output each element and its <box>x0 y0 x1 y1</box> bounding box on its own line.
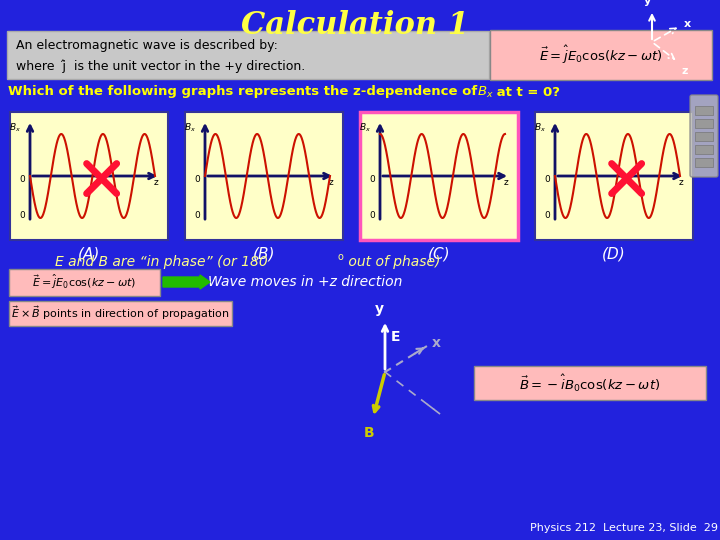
Text: 0: 0 <box>19 211 25 220</box>
Text: o: o <box>337 252 343 262</box>
Text: Which of the following graphs represents the z-dependence of: Which of the following graphs represents… <box>8 85 482 98</box>
Text: 0: 0 <box>369 211 375 220</box>
Bar <box>695 106 713 115</box>
Text: (C): (C) <box>428 246 450 261</box>
Text: $B_x$: $B_x$ <box>534 122 546 134</box>
Text: An electromagnetic wave is described by:: An electromagnetic wave is described by: <box>16 38 278 51</box>
Bar <box>185 112 343 240</box>
Text: 0: 0 <box>194 175 200 184</box>
Bar <box>695 158 713 167</box>
Bar <box>535 112 693 240</box>
Bar <box>695 145 713 154</box>
Text: B: B <box>364 426 374 440</box>
Bar <box>695 119 713 128</box>
FancyArrow shape <box>163 275 210 289</box>
Text: z: z <box>679 178 683 187</box>
Text: x: x <box>684 19 691 29</box>
Text: $B_x$: $B_x$ <box>184 122 196 134</box>
Text: y: y <box>374 302 384 316</box>
Text: z: z <box>682 66 688 76</box>
Text: z: z <box>153 178 158 187</box>
FancyBboxPatch shape <box>490 30 712 80</box>
Text: 0: 0 <box>19 175 25 184</box>
Text: 0: 0 <box>369 175 375 184</box>
Text: z: z <box>328 178 333 187</box>
Text: x: x <box>432 336 441 350</box>
Text: out of phase): out of phase) <box>344 255 441 269</box>
Text: $B_x$: $B_x$ <box>359 122 371 134</box>
Text: E: E <box>391 330 400 344</box>
FancyBboxPatch shape <box>9 268 160 295</box>
FancyBboxPatch shape <box>474 366 706 400</box>
Text: Wave moves in +z direction: Wave moves in +z direction <box>208 275 402 289</box>
Text: 0: 0 <box>544 211 550 220</box>
Text: (B): (B) <box>253 246 275 261</box>
Text: (A): (A) <box>78 246 100 261</box>
Text: $\vec{E}\times\vec{B}$ points in direction of propagation: $\vec{E}\times\vec{B}$ points in directi… <box>11 304 229 322</box>
Text: Physics 212  Lecture 23, Slide  29: Physics 212 Lecture 23, Slide 29 <box>530 523 718 533</box>
FancyBboxPatch shape <box>9 300 232 326</box>
Bar <box>10 112 168 240</box>
Text: where  ĵ  is the unit vector in the +y direction.: where ĵ is the unit vector in the +y di… <box>16 59 305 73</box>
FancyBboxPatch shape <box>7 31 489 79</box>
Text: Calculation 1: Calculation 1 <box>241 10 469 40</box>
Bar <box>695 132 713 141</box>
FancyBboxPatch shape <box>690 95 718 177</box>
Text: at t = 0?: at t = 0? <box>492 85 560 98</box>
Bar <box>360 112 518 240</box>
Text: 0: 0 <box>544 175 550 184</box>
Text: $\vec{E} = \hat{j}E_0\cos(kz-\omega t)$: $\vec{E} = \hat{j}E_0\cos(kz-\omega t)$ <box>539 44 663 66</box>
Text: E and B are “in phase” (or 180: E and B are “in phase” (or 180 <box>55 255 268 269</box>
Text: $\vec{B} = -\hat{i}B_0\cos(kz-\omega t)$: $\vec{B} = -\hat{i}B_0\cos(kz-\omega t)$ <box>519 373 661 394</box>
Text: $B_x$: $B_x$ <box>9 122 21 134</box>
Text: z: z <box>503 178 508 187</box>
Text: 0: 0 <box>194 211 200 220</box>
Text: $\vec{E} = \hat{j}E_0\cos(kz-\omega t)$: $\vec{E} = \hat{j}E_0\cos(kz-\omega t)$ <box>32 273 136 291</box>
Text: y: y <box>644 0 651 6</box>
Text: $B_x$: $B_x$ <box>477 84 494 99</box>
Text: (D): (D) <box>602 246 626 261</box>
